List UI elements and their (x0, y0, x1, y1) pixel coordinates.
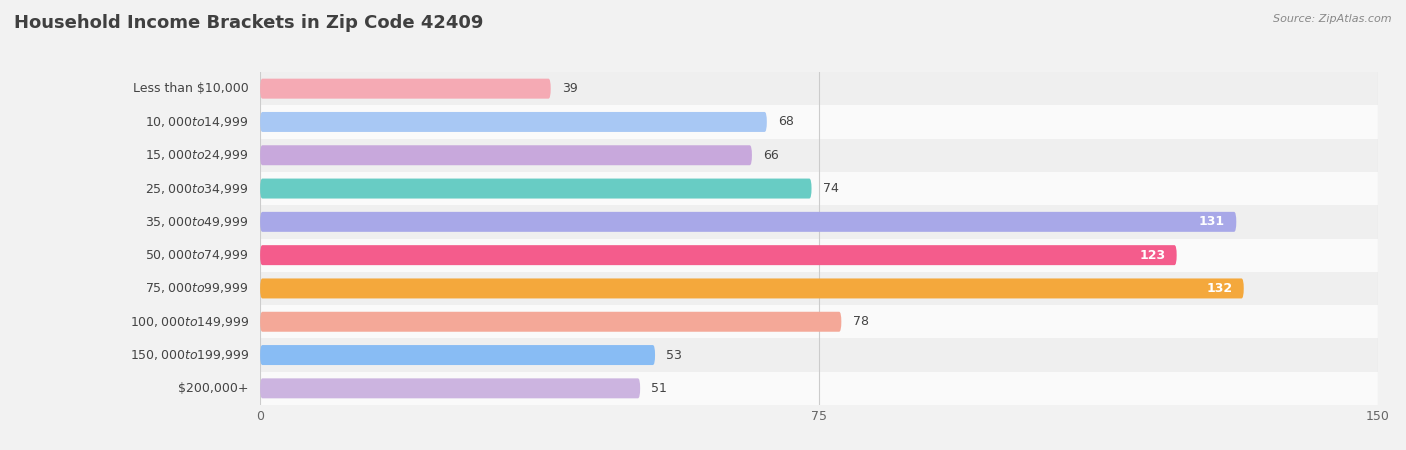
Text: $200,000+: $200,000+ (179, 382, 249, 395)
Text: Source: ZipAtlas.com: Source: ZipAtlas.com (1274, 14, 1392, 23)
Text: $150,000 to $199,999: $150,000 to $199,999 (129, 348, 249, 362)
FancyBboxPatch shape (260, 172, 1378, 205)
Text: $35,000 to $49,999: $35,000 to $49,999 (145, 215, 249, 229)
Text: 66: 66 (763, 149, 779, 162)
Text: Household Income Brackets in Zip Code 42409: Household Income Brackets in Zip Code 42… (14, 14, 484, 32)
FancyBboxPatch shape (260, 378, 640, 398)
FancyBboxPatch shape (260, 372, 1378, 405)
Text: $100,000 to $149,999: $100,000 to $149,999 (129, 315, 249, 329)
Text: $15,000 to $24,999: $15,000 to $24,999 (145, 148, 249, 162)
Text: 39: 39 (562, 82, 578, 95)
FancyBboxPatch shape (260, 205, 1378, 239)
FancyBboxPatch shape (260, 72, 1378, 105)
FancyBboxPatch shape (260, 272, 1378, 305)
Text: 78: 78 (852, 315, 869, 328)
Text: $75,000 to $99,999: $75,000 to $99,999 (145, 281, 249, 296)
FancyBboxPatch shape (260, 345, 655, 365)
FancyBboxPatch shape (260, 145, 752, 165)
Text: 68: 68 (778, 116, 794, 128)
Text: $25,000 to $34,999: $25,000 to $34,999 (145, 181, 249, 196)
Text: 132: 132 (1206, 282, 1233, 295)
Text: 74: 74 (823, 182, 838, 195)
FancyBboxPatch shape (260, 112, 766, 132)
FancyBboxPatch shape (260, 179, 811, 198)
Text: 123: 123 (1139, 249, 1166, 261)
Text: 131: 131 (1199, 216, 1225, 228)
FancyBboxPatch shape (260, 245, 1177, 265)
FancyBboxPatch shape (260, 305, 1378, 338)
FancyBboxPatch shape (260, 312, 841, 332)
FancyBboxPatch shape (260, 338, 1378, 372)
FancyBboxPatch shape (260, 212, 1236, 232)
Text: Less than $10,000: Less than $10,000 (134, 82, 249, 95)
Text: $10,000 to $14,999: $10,000 to $14,999 (145, 115, 249, 129)
Text: 53: 53 (666, 349, 682, 361)
FancyBboxPatch shape (260, 139, 1378, 172)
FancyBboxPatch shape (260, 279, 1244, 298)
Text: $50,000 to $74,999: $50,000 to $74,999 (145, 248, 249, 262)
FancyBboxPatch shape (260, 238, 1378, 272)
FancyBboxPatch shape (260, 79, 551, 99)
Text: 51: 51 (651, 382, 668, 395)
FancyBboxPatch shape (260, 105, 1378, 139)
